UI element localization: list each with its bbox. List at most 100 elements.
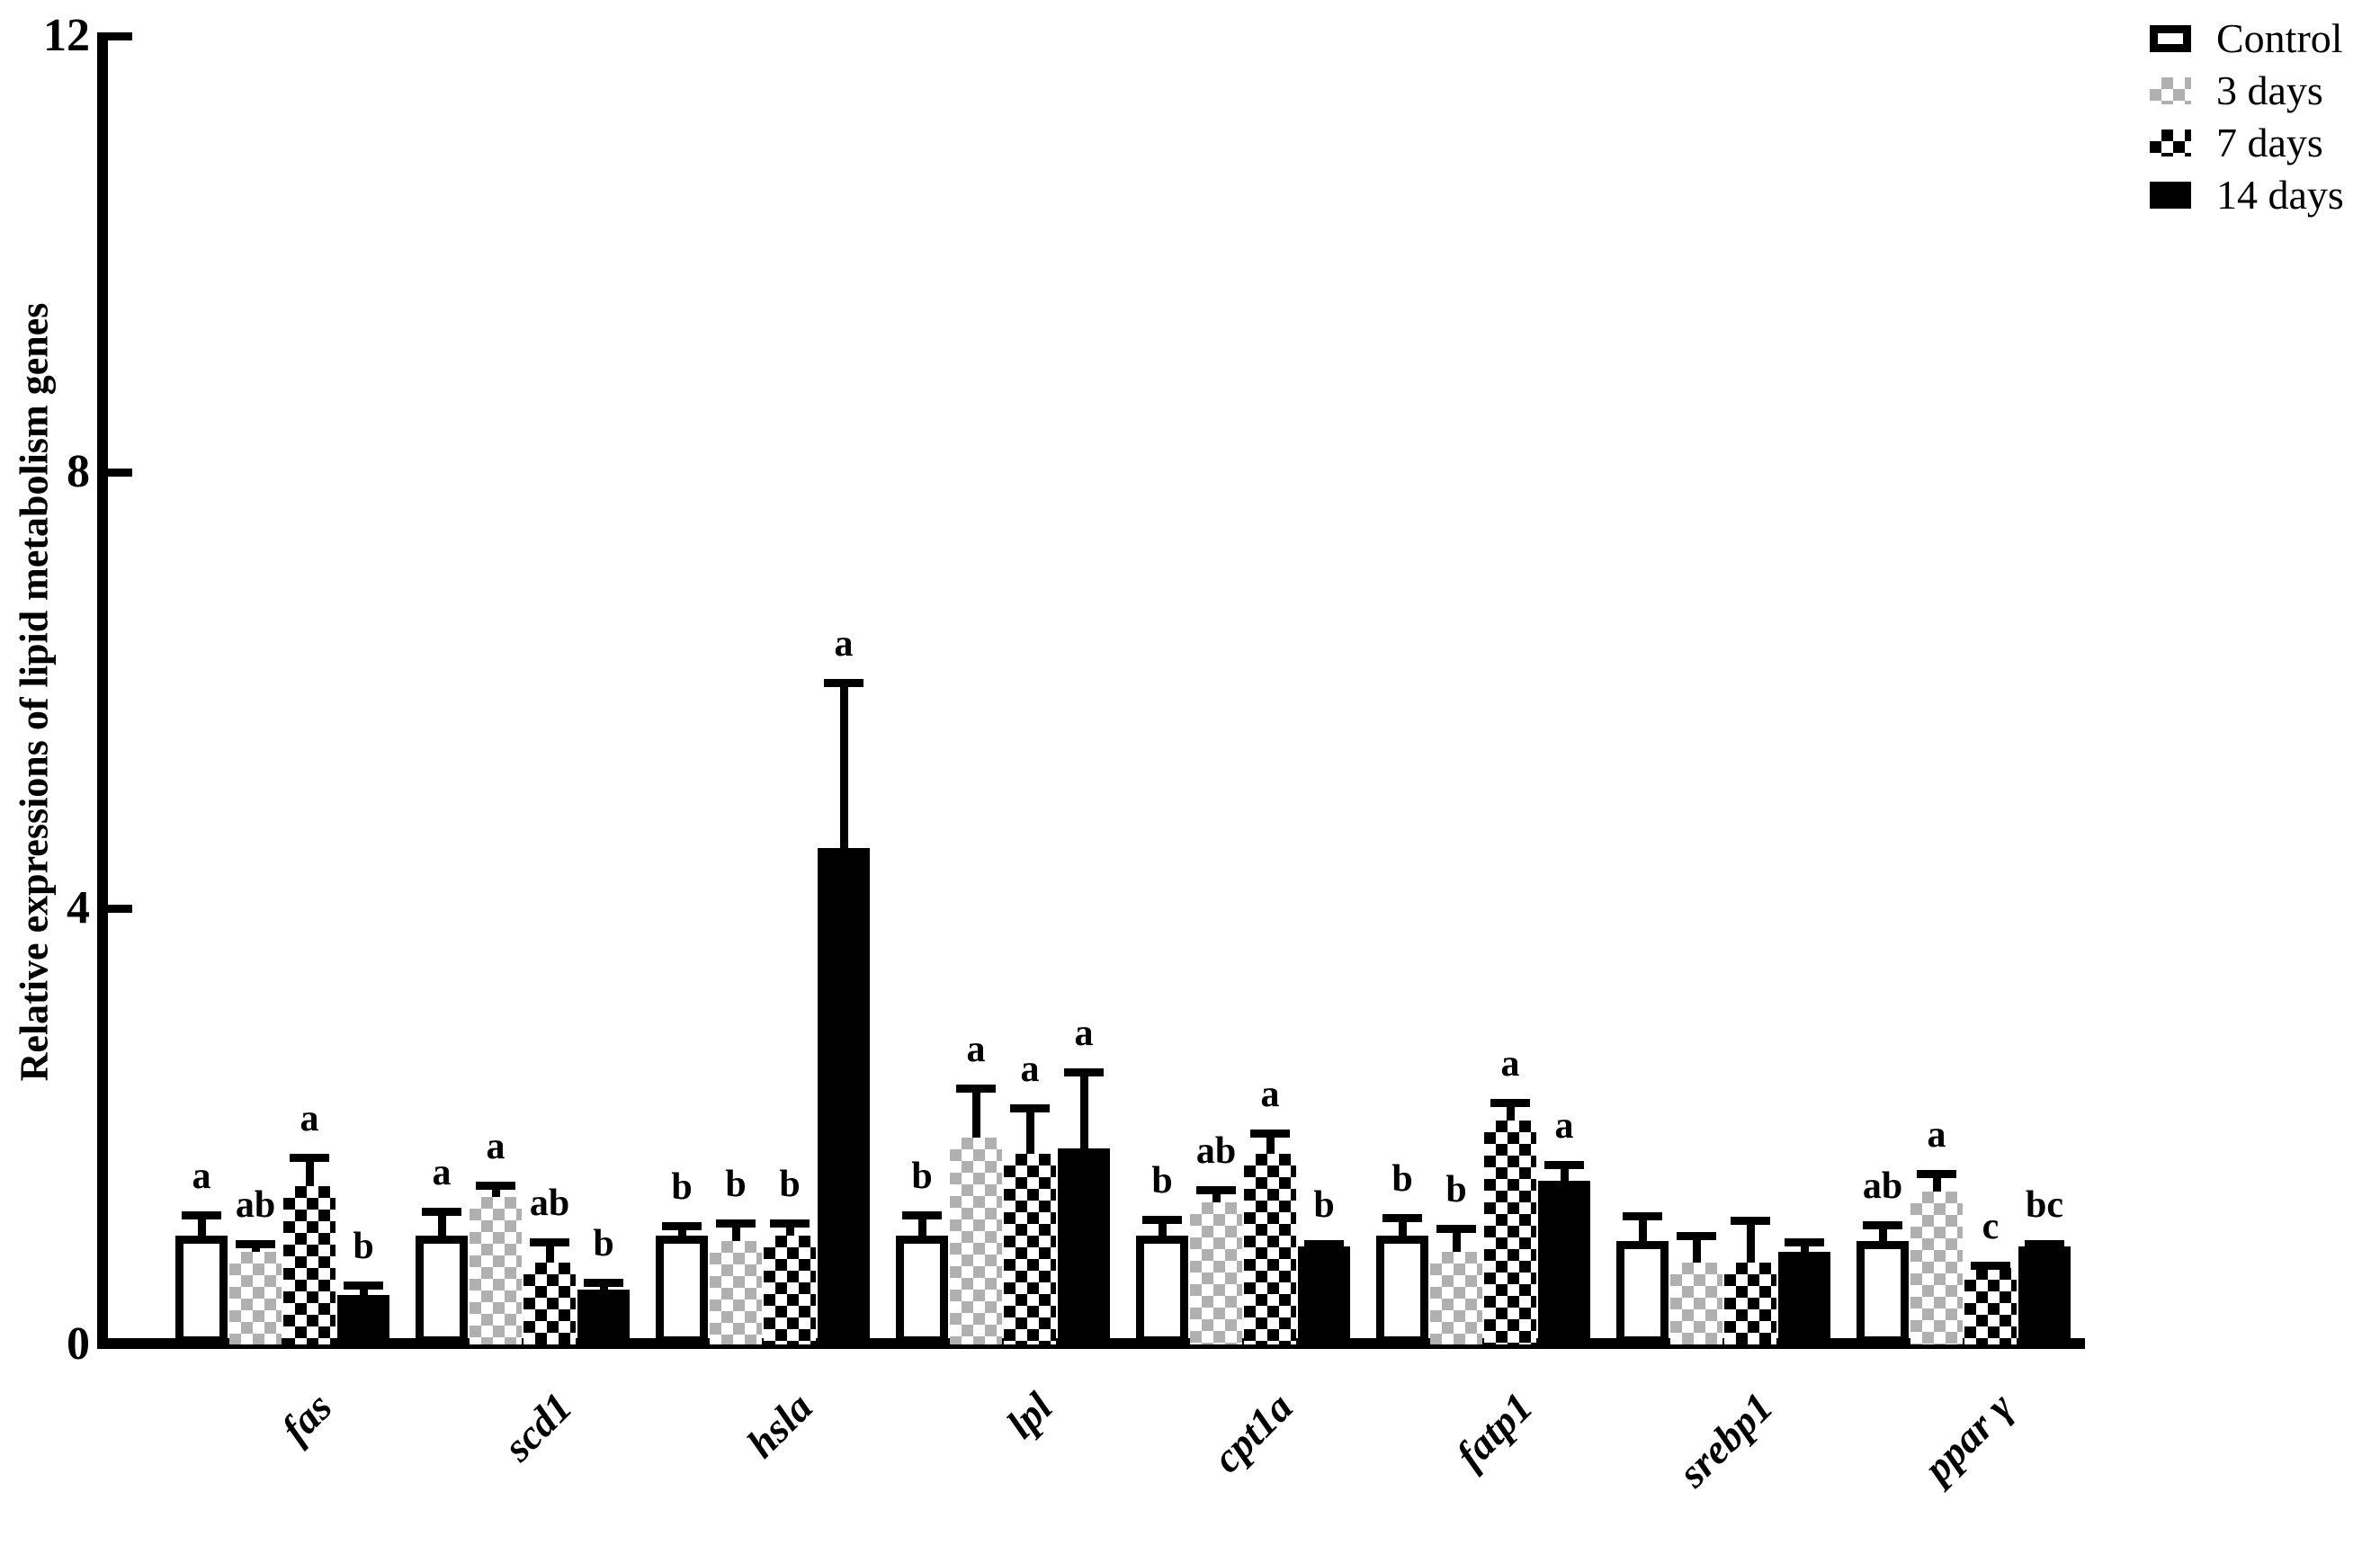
error-bar-stem <box>1453 1224 1461 1252</box>
bar-scd1-7days <box>523 1263 576 1344</box>
bar-fas-3days <box>229 1251 282 1344</box>
significance-letter: b <box>353 1225 374 1267</box>
significance-letter: a <box>966 1029 986 1071</box>
legend-swatch-solid-black <box>2150 182 2191 209</box>
legend-label: Control <box>2216 15 2343 61</box>
bar-cpt1a-7days <box>1244 1153 1296 1344</box>
y-axis-line <box>97 32 108 1344</box>
bar-fas-7days <box>283 1186 336 1344</box>
significance-letter: ab <box>529 1183 570 1225</box>
error-bar-stem <box>306 1153 314 1187</box>
y-axis-title: Relative expressions of lipid metabolism… <box>12 302 57 1082</box>
error-bar-cap <box>1863 1220 1902 1229</box>
y-tick-label-4: 4 <box>67 882 90 933</box>
legend-label: 3 days <box>2216 67 2323 113</box>
significance-letter: a <box>1500 1043 1520 1085</box>
error-bar-cap <box>1917 1170 1956 1178</box>
error-bar-cap <box>236 1239 275 1248</box>
legend-swatch-white-outlined <box>2150 25 2191 52</box>
legend-swatch-black-checkerboard <box>2150 129 2191 156</box>
error-bar-stem <box>1212 1186 1221 1203</box>
significance-letter: a <box>834 623 854 665</box>
bar-srebp1-14days <box>1778 1251 1830 1344</box>
significance-letter: b <box>779 1163 801 1205</box>
bar-scd1-Control <box>416 1235 468 1344</box>
error-bar-cap <box>1544 1161 1584 1170</box>
significance-letter: b <box>725 1163 747 1205</box>
significance-letter: a <box>192 1156 211 1198</box>
error-bar-cap <box>2025 1239 2064 1248</box>
error-bar-stem <box>1561 1161 1569 1182</box>
error-bar-stem <box>1159 1215 1167 1236</box>
significance-letter: b <box>671 1166 693 1209</box>
error-bar-cap <box>662 1222 702 1231</box>
error-bar-cap <box>1304 1239 1344 1248</box>
bar-scd1-14days <box>577 1290 630 1344</box>
error-bar-cap <box>1971 1261 2010 1270</box>
bar-fatp1-7days <box>1484 1121 1536 1344</box>
error-bar-stem <box>786 1219 794 1236</box>
error-bar-cap <box>1250 1130 1290 1139</box>
x-label-fas: fas <box>272 1383 341 1452</box>
bar-srebp1-Control <box>1616 1240 1669 1344</box>
bar-hsla-Control <box>656 1235 708 1344</box>
y-tick-label-8: 8 <box>67 446 90 497</box>
error-bar-stem <box>1026 1104 1034 1154</box>
significance-letter: a <box>1260 1074 1280 1116</box>
x-label-lpl: lpl <box>998 1383 1061 1447</box>
error-bar-cap <box>182 1211 221 1220</box>
error-bar-cap <box>1785 1238 1824 1247</box>
error-bar-stem <box>1693 1232 1701 1264</box>
legend-swatch-gray-checkerboard <box>2150 77 2191 104</box>
error-bar-cap <box>290 1153 329 1162</box>
significance-letter: b <box>1313 1183 1335 1226</box>
significance-letter: b <box>593 1223 614 1265</box>
error-bar-stem <box>972 1085 980 1138</box>
bar-lpl-14days <box>1058 1148 1110 1344</box>
significance-letter: ab <box>235 1183 276 1226</box>
legend-item-3days: 3 days <box>2150 70 2323 112</box>
legend-label: 14 days <box>2216 172 2344 218</box>
error-bar-cap <box>1142 1215 1182 1224</box>
x-label-hsla: hsla <box>738 1383 821 1467</box>
y-tick-label-0: 0 <box>67 1318 90 1370</box>
significance-letter: a <box>300 1097 319 1139</box>
bar-cpt1a-14days <box>1298 1246 1350 1344</box>
bar-scd1-3days <box>470 1197 522 1344</box>
bar-ppar γ-7days <box>1964 1268 2017 1344</box>
y-tick-4 <box>108 905 132 913</box>
significance-letter: a <box>432 1152 452 1194</box>
error-bar-stem <box>546 1238 554 1264</box>
error-bar-cap <box>1436 1224 1476 1233</box>
significance-letter: a <box>1554 1105 1574 1148</box>
significance-letter: b <box>1151 1159 1173 1201</box>
significance-letter: a <box>1074 1013 1094 1055</box>
error-bar-cap <box>716 1219 756 1228</box>
significance-letter: b <box>911 1156 933 1198</box>
error-bar-cap <box>476 1182 515 1191</box>
bar-fatp1-14days <box>1538 1181 1590 1344</box>
bar-lpl-Control <box>896 1235 948 1344</box>
x-label-cpt1a: cpt1a <box>1203 1383 1302 1481</box>
legend-item-14days: 14 days <box>2150 174 2344 216</box>
error-bar-stem <box>1639 1212 1647 1241</box>
error-bar-cap <box>902 1211 942 1220</box>
significance-letter: a <box>1927 1114 1946 1156</box>
error-bar-stem <box>1266 1130 1275 1154</box>
bar-hsla-3days <box>710 1240 762 1344</box>
bar-srebp1-3days <box>1670 1263 1722 1344</box>
error-bar-cap <box>1731 1217 1770 1226</box>
error-bar-cap <box>824 679 863 688</box>
error-bar-cap <box>956 1085 996 1094</box>
error-bar-stem <box>1933 1170 1941 1192</box>
y-tick-12 <box>108 32 132 40</box>
error-bar-cap <box>1382 1213 1422 1222</box>
x-label-srebp1: srebp1 <box>1669 1383 1782 1496</box>
bar-ppar γ-3days <box>1910 1192 1963 1344</box>
error-bar-stem <box>1399 1213 1407 1236</box>
bar-fatp1-Control <box>1376 1235 1428 1344</box>
legend-item-Control: Control <box>2150 18 2343 59</box>
significance-letter: b <box>1445 1168 1467 1210</box>
significance-letter: a <box>1020 1049 1040 1091</box>
error-bar-stem <box>840 679 848 849</box>
